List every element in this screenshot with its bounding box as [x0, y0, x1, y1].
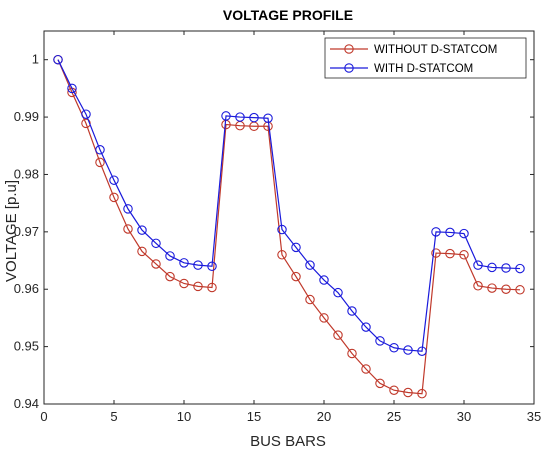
data-point	[417, 388, 427, 399]
data-point	[123, 204, 133, 214]
data-point	[249, 112, 259, 123]
data-point	[333, 330, 343, 340]
x-tick-label: 35	[527, 409, 541, 424]
data-point	[375, 378, 385, 389]
data-point	[431, 248, 441, 258]
data-point	[501, 284, 511, 294]
data-point	[403, 387, 413, 398]
x-tick-label: 20	[317, 409, 331, 424]
series-with-dstatcom	[53, 54, 525, 356]
x-axis: 0 5 10 15 20 25 30 35	[40, 31, 541, 424]
data-point	[515, 263, 525, 274]
data-point	[445, 248, 455, 259]
data-point	[375, 336, 385, 346]
legend-box	[324, 37, 527, 79]
data-point	[515, 285, 525, 295]
data-point	[361, 364, 371, 374]
data-point	[137, 225, 147, 235]
data-point	[53, 54, 63, 65]
data-point	[137, 246, 147, 257]
data-point	[151, 259, 161, 269]
data-point	[459, 228, 469, 239]
plot-area	[43, 30, 535, 405]
data-point	[319, 275, 329, 285]
data-point	[389, 385, 399, 395]
legend-label: WITHOUT D-STATCOM	[374, 44, 497, 56]
data-point	[67, 83, 77, 94]
data-point	[109, 175, 119, 185]
data-point	[417, 346, 427, 356]
data-point	[221, 111, 231, 121]
data-point	[207, 261, 217, 272]
data-point	[263, 113, 273, 123]
data-point	[473, 260, 483, 270]
data-point	[123, 224, 133, 234]
data-point	[179, 278, 189, 289]
y-axis-label: VOLTAGE [p.u]	[3, 180, 20, 282]
data-point	[459, 250, 469, 260]
y-tick-label: 0.94	[14, 396, 39, 411]
data-point	[487, 283, 497, 293]
x-tick-label: 10	[177, 409, 191, 424]
data-point	[403, 345, 413, 355]
data-point	[501, 263, 511, 273]
data-point	[193, 281, 203, 292]
y-tick-label: 1	[32, 52, 39, 67]
data-point	[193, 260, 203, 270]
data-point	[95, 157, 105, 168]
data-point	[179, 258, 189, 268]
data-point	[235, 112, 245, 122]
data-point	[487, 262, 497, 273]
y-axis: 0.94 0.95 0.96 0.97 0.98 0.99 1	[14, 52, 534, 411]
y-tick-label: 0.98	[14, 166, 39, 181]
legend-marker	[344, 63, 354, 73]
x-axis-label: BUS BARS	[250, 433, 326, 450]
data-point	[277, 224, 287, 235]
legend-label: WITH D-STATCOM	[374, 63, 473, 75]
y-tick-label: 0.97	[14, 224, 39, 239]
data-point	[305, 294, 315, 305]
data-point	[165, 271, 175, 282]
x-tick-label: 15	[247, 409, 261, 424]
data-point	[347, 306, 357, 316]
legend-marker	[344, 44, 354, 54]
data-point	[81, 109, 91, 119]
data-point	[151, 238, 161, 249]
data-point	[473, 281, 483, 291]
data-point	[347, 348, 357, 359]
chart-title: VOLTAGE PROFILE	[223, 7, 353, 23]
data-point	[95, 145, 105, 155]
data-point	[361, 322, 371, 332]
data-point	[291, 242, 301, 253]
legend: WITHOUT D-STATCOM WITH D-STATCOM	[324, 37, 527, 79]
data-point	[319, 313, 329, 323]
data-point	[277, 250, 287, 260]
data-point	[389, 343, 399, 353]
y-tick-label: 0.95	[14, 339, 39, 354]
data-point	[431, 227, 441, 237]
data-point	[445, 227, 455, 238]
y-tick-label: 0.96	[14, 281, 39, 296]
x-tick-label: 5	[110, 409, 117, 424]
data-point	[109, 192, 119, 203]
data-point	[291, 271, 301, 282]
series-line	[57, 59, 521, 395]
x-tick-label: 30	[457, 409, 471, 424]
x-tick-label: 25	[387, 409, 401, 424]
data-point	[207, 282, 217, 293]
data-point	[165, 251, 175, 261]
series-line	[57, 59, 521, 352]
data-point	[333, 287, 343, 298]
series-layer	[53, 54, 525, 399]
y-tick-label: 0.99	[14, 109, 39, 124]
x-tick-label: 0	[40, 409, 47, 424]
data-point	[305, 260, 315, 270]
